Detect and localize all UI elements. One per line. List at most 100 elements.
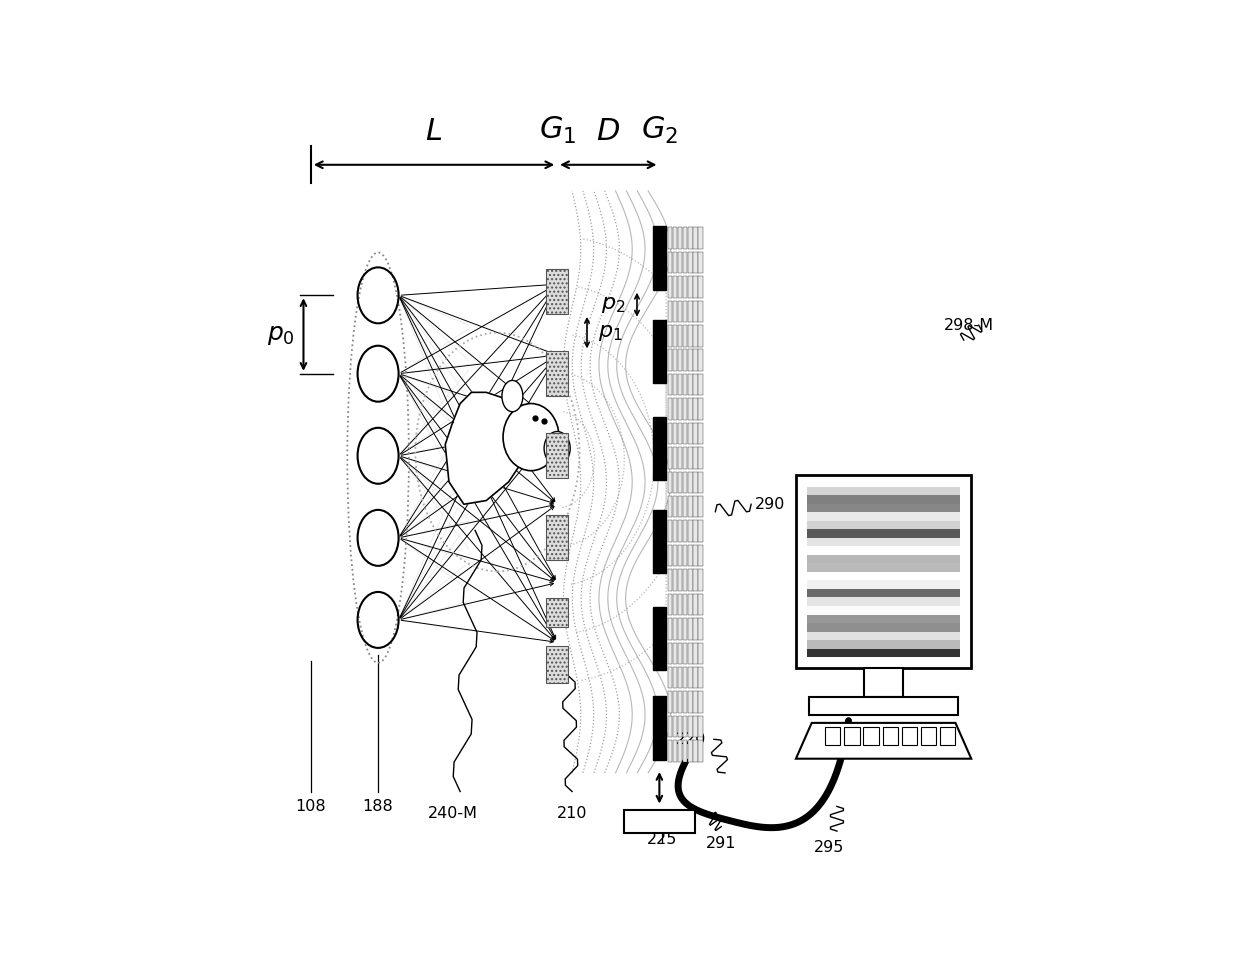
Bar (652, 697, 666, 760)
Bar (693, 276, 698, 297)
Bar (683, 422, 687, 444)
Bar (807, 495, 960, 504)
Bar (678, 667, 682, 688)
Bar (688, 276, 693, 297)
Bar (698, 447, 703, 469)
Bar (652, 227, 666, 290)
Bar (672, 667, 677, 688)
Bar (688, 422, 693, 444)
Bar (546, 269, 568, 314)
Bar (683, 618, 687, 640)
Bar (807, 486, 960, 495)
Bar (672, 350, 677, 371)
Text: 298-M: 298-M (944, 318, 993, 332)
Bar (667, 374, 672, 395)
Bar (807, 572, 960, 580)
Text: $G_2$: $G_2$ (641, 115, 678, 146)
Bar (688, 300, 693, 322)
Bar (693, 398, 698, 420)
Bar (652, 607, 666, 671)
Bar (688, 667, 693, 688)
Bar (672, 520, 677, 542)
Bar (672, 716, 677, 737)
Bar (683, 594, 687, 615)
Bar (678, 691, 682, 713)
Bar (693, 667, 698, 688)
Bar (698, 325, 703, 347)
Bar (693, 691, 698, 713)
Bar (683, 300, 687, 322)
Bar (698, 545, 703, 566)
Bar (672, 545, 677, 566)
Bar (807, 614, 960, 623)
Bar (683, 252, 687, 273)
Bar (678, 740, 682, 762)
Bar (667, 716, 672, 737)
Bar (683, 472, 687, 493)
Bar (667, 520, 672, 542)
Bar (683, 325, 687, 347)
Bar (652, 510, 666, 574)
Bar (698, 276, 703, 297)
Bar (683, 545, 687, 566)
Bar (807, 513, 960, 520)
Bar (698, 228, 703, 249)
Bar (698, 594, 703, 615)
Bar (672, 276, 677, 297)
Text: 240-M: 240-M (428, 806, 477, 822)
Bar (678, 618, 682, 640)
Bar (693, 447, 698, 469)
Bar (672, 228, 677, 249)
Bar (693, 594, 698, 615)
Bar (688, 496, 693, 517)
Bar (667, 642, 672, 664)
Bar (678, 447, 682, 469)
Bar (693, 618, 698, 640)
Bar (678, 276, 682, 297)
Bar (667, 350, 672, 371)
Text: 220: 220 (676, 732, 707, 747)
Bar (693, 325, 698, 347)
Text: 291: 291 (706, 836, 737, 852)
Bar (683, 642, 687, 664)
Bar (688, 740, 693, 762)
Bar (807, 555, 960, 563)
Bar (546, 352, 568, 396)
Bar (693, 716, 698, 737)
Bar (688, 594, 693, 615)
Bar (678, 569, 682, 591)
Bar (667, 276, 672, 297)
Bar (688, 618, 693, 640)
Bar (688, 374, 693, 395)
Polygon shape (445, 392, 523, 504)
Ellipse shape (503, 403, 559, 471)
Text: 225: 225 (646, 832, 677, 848)
Bar (940, 727, 955, 744)
Bar (807, 632, 960, 641)
Bar (667, 496, 672, 517)
Bar (667, 325, 672, 347)
Bar (678, 472, 682, 493)
Bar (698, 667, 703, 688)
Bar (807, 598, 960, 606)
Bar (678, 716, 682, 737)
Bar (688, 252, 693, 273)
Bar (678, 594, 682, 615)
Bar (678, 398, 682, 420)
Bar (667, 569, 672, 591)
Ellipse shape (544, 431, 570, 465)
Bar (678, 520, 682, 542)
Bar (672, 447, 677, 469)
Text: 108: 108 (295, 799, 326, 814)
Bar (667, 740, 672, 762)
Bar (807, 538, 960, 547)
Text: 210: 210 (557, 806, 588, 822)
Bar (672, 569, 677, 591)
Bar (672, 691, 677, 713)
Bar (672, 300, 677, 322)
Bar (683, 374, 687, 395)
Bar (698, 691, 703, 713)
Bar (921, 727, 936, 744)
Bar (667, 472, 672, 493)
Bar (683, 447, 687, 469)
